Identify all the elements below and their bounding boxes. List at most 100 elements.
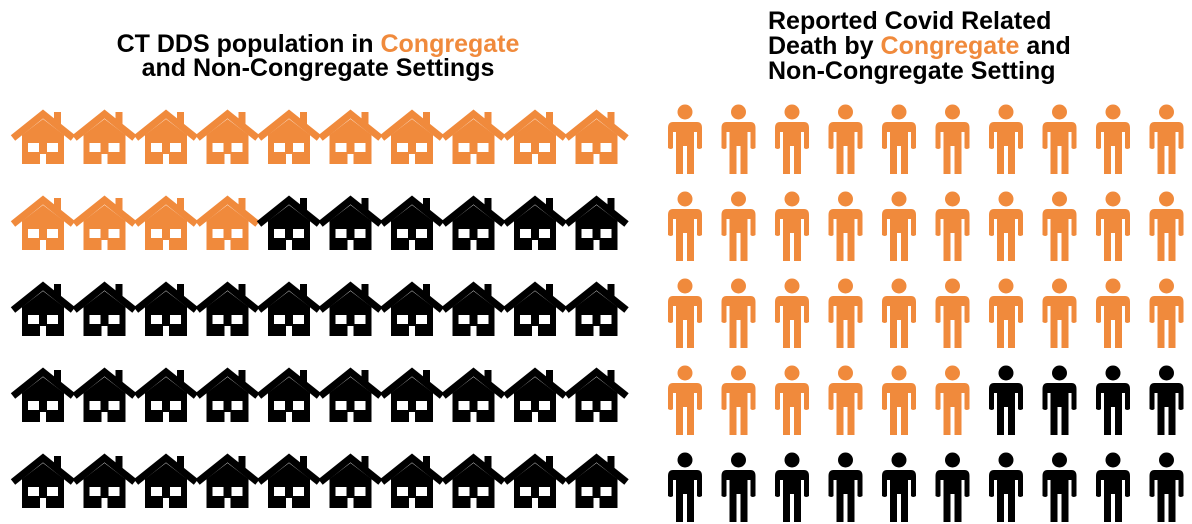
roof [10, 367, 76, 399]
head [891, 365, 907, 381]
person-body [882, 470, 916, 522]
house-body [391, 291, 433, 336]
window [170, 229, 181, 238]
chimney [177, 198, 184, 212]
window [89, 315, 101, 324]
house-body [268, 377, 310, 422]
house-icon [133, 281, 199, 336]
person-icon [935, 191, 970, 261]
house-body [452, 291, 495, 336]
chimney [361, 370, 369, 384]
door [101, 326, 108, 336]
roof [72, 281, 137, 313]
chimney [54, 112, 61, 126]
person-icon [989, 452, 1023, 522]
chimney [484, 112, 492, 126]
door [470, 412, 477, 422]
chimney [238, 370, 246, 384]
window [274, 401, 285, 410]
window [600, 487, 612, 496]
house-body [206, 205, 249, 250]
house-body [206, 377, 249, 422]
door [163, 154, 169, 164]
person-body [775, 209, 809, 261]
roof [441, 195, 506, 227]
window [274, 143, 285, 152]
person-icon [882, 278, 916, 348]
house-body [22, 205, 64, 250]
head [1159, 278, 1174, 294]
person-body [1149, 296, 1184, 348]
person-body [1149, 383, 1184, 435]
head [838, 452, 853, 468]
door [101, 154, 108, 164]
person-icon [1096, 104, 1130, 174]
house-body [145, 463, 187, 508]
roof [379, 367, 445, 399]
window [293, 229, 304, 238]
head [1052, 365, 1067, 381]
person-icon [668, 104, 702, 174]
title-segment: and Non-Congregate Settings [142, 54, 495, 82]
chimney [300, 198, 307, 212]
house-body [22, 119, 64, 164]
house-icon [256, 109, 322, 164]
house-icon [195, 281, 260, 336]
chimney [115, 456, 123, 470]
person-body [882, 296, 916, 348]
window [212, 487, 224, 496]
person-icon [1042, 365, 1077, 435]
window [89, 401, 101, 410]
house-icon [441, 453, 506, 508]
roof [195, 195, 260, 227]
chimney [177, 370, 184, 384]
roof [502, 281, 568, 313]
chimney [423, 370, 430, 384]
house-body [452, 377, 495, 422]
head [784, 104, 800, 120]
door [409, 154, 415, 164]
person-body [882, 122, 916, 174]
person-icon [1096, 452, 1130, 522]
house-body [268, 119, 310, 164]
house-icon [195, 195, 260, 250]
door [409, 412, 415, 422]
person-icon [721, 278, 756, 348]
roof [379, 109, 445, 141]
chimney [607, 370, 615, 384]
window [151, 315, 162, 324]
door [470, 240, 477, 250]
window [231, 487, 243, 496]
head [731, 191, 746, 207]
person-body [989, 470, 1023, 522]
window [108, 143, 120, 152]
house-icon [379, 281, 445, 336]
house-icon [564, 453, 629, 508]
roof [318, 281, 383, 313]
window [477, 487, 489, 496]
door [40, 412, 46, 422]
house-body [575, 119, 618, 164]
window [539, 315, 550, 324]
door [40, 240, 46, 250]
door [286, 326, 292, 336]
window [170, 143, 181, 152]
house-icon [318, 367, 383, 422]
head [945, 365, 960, 381]
title-segment: Congregate [380, 30, 519, 58]
door [409, 498, 415, 508]
house-body [329, 205, 372, 250]
house-body [514, 291, 556, 336]
chimney [423, 284, 430, 298]
chimney [115, 284, 123, 298]
window [28, 229, 39, 238]
roof [502, 109, 568, 141]
person-body [828, 296, 863, 348]
roof [10, 195, 76, 227]
window [108, 229, 120, 238]
person-body [989, 383, 1023, 435]
head [998, 452, 1014, 468]
roof [502, 367, 568, 399]
window [212, 401, 224, 410]
house-icon [133, 109, 199, 164]
